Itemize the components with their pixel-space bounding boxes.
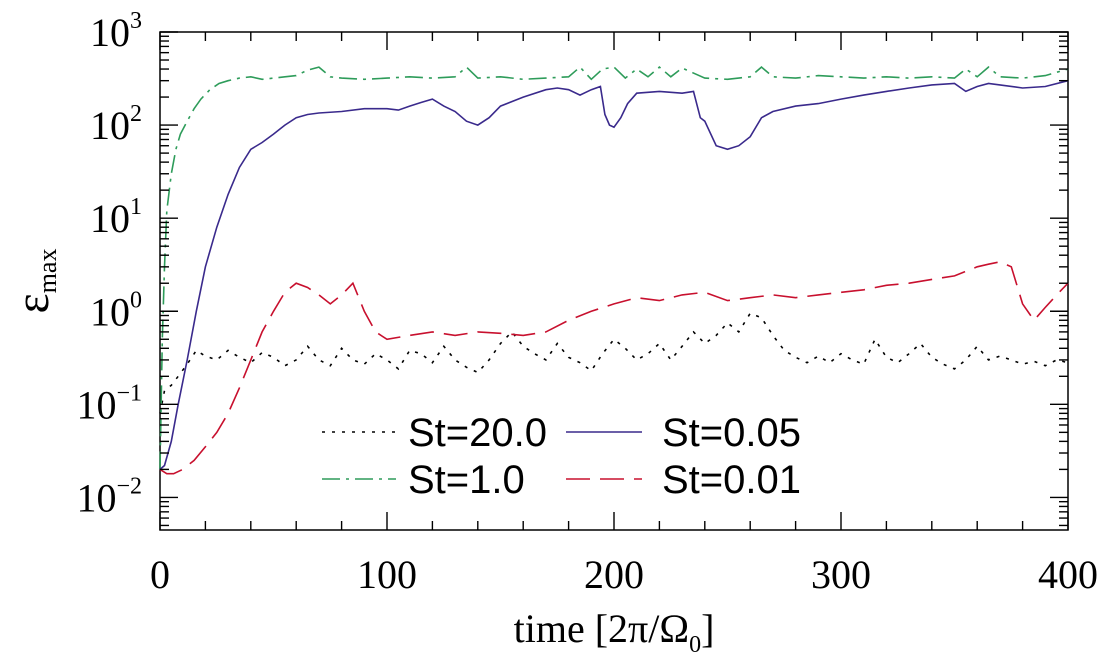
y-tick-base: 10: [76, 475, 116, 520]
y-tick-label: 102: [90, 101, 142, 148]
x-axis-title-suffix: ]: [701, 606, 714, 651]
y-axis-title-sub: max: [33, 249, 62, 294]
y-tick-exponent: 2: [130, 101, 142, 127]
series-line-st-1-0: [159, 65, 1069, 470]
legend-label: St=0.05: [662, 411, 801, 455]
y-axis-title: εmax: [6, 249, 62, 314]
y-tick-base: 10: [90, 196, 130, 241]
x-tick-labels: 0 100 200 300 400: [150, 552, 1098, 597]
y-tick-base: 10: [90, 10, 130, 55]
x-axis-title-sub: 0: [689, 632, 701, 658]
series-line-st-0-01: [159, 260, 1069, 475]
y-tick-label: 10−1: [76, 380, 142, 427]
y-tick-exponent: −2: [116, 473, 142, 499]
y-tick-label: 103: [90, 8, 142, 55]
plot-area: [159, 31, 1069, 531]
y-tick-exponent: −1: [116, 380, 142, 406]
y-tick-label: 101: [90, 194, 142, 241]
x-axis-title: time [2π/Ω0]: [514, 606, 715, 658]
y-tick-exponent: 1: [130, 194, 142, 220]
legend-label: St=1.0: [408, 458, 525, 502]
svg-text:εmax: εmax: [6, 249, 62, 314]
plot-frame: [159, 31, 1069, 531]
x-tick-label: 100: [357, 552, 417, 597]
series-line-st-20-0: [159, 312, 1069, 414]
y-tick-label: 100: [90, 287, 142, 334]
y-tick-exponent: 3: [130, 8, 142, 34]
y-tick-base: 10: [76, 382, 116, 427]
legend: St=20.0 St=0.05 St=1.0 St=0.01: [322, 411, 801, 502]
series-layer: [159, 65, 1069, 475]
y-axis-title-main: ε: [6, 293, 59, 313]
x-axis-title-prefix: time [2π/Ω: [514, 606, 689, 651]
x-tick-label: 200: [584, 552, 644, 597]
legend-label: St=0.01: [662, 458, 801, 502]
y-tick-label: 10−2: [76, 473, 142, 520]
x-tick-label: 0: [150, 552, 170, 597]
y-tick-base: 10: [90, 289, 130, 334]
legend-label: St=20.0: [408, 411, 547, 455]
series-line-st-0-05: [159, 79, 1069, 471]
ticks-layer: [159, 31, 1069, 530]
y-tick-exponent: 0: [130, 287, 142, 313]
y-tick-base: 10: [90, 103, 130, 148]
x-tick-label: 300: [811, 552, 871, 597]
x-tick-label: 400: [1038, 552, 1098, 597]
